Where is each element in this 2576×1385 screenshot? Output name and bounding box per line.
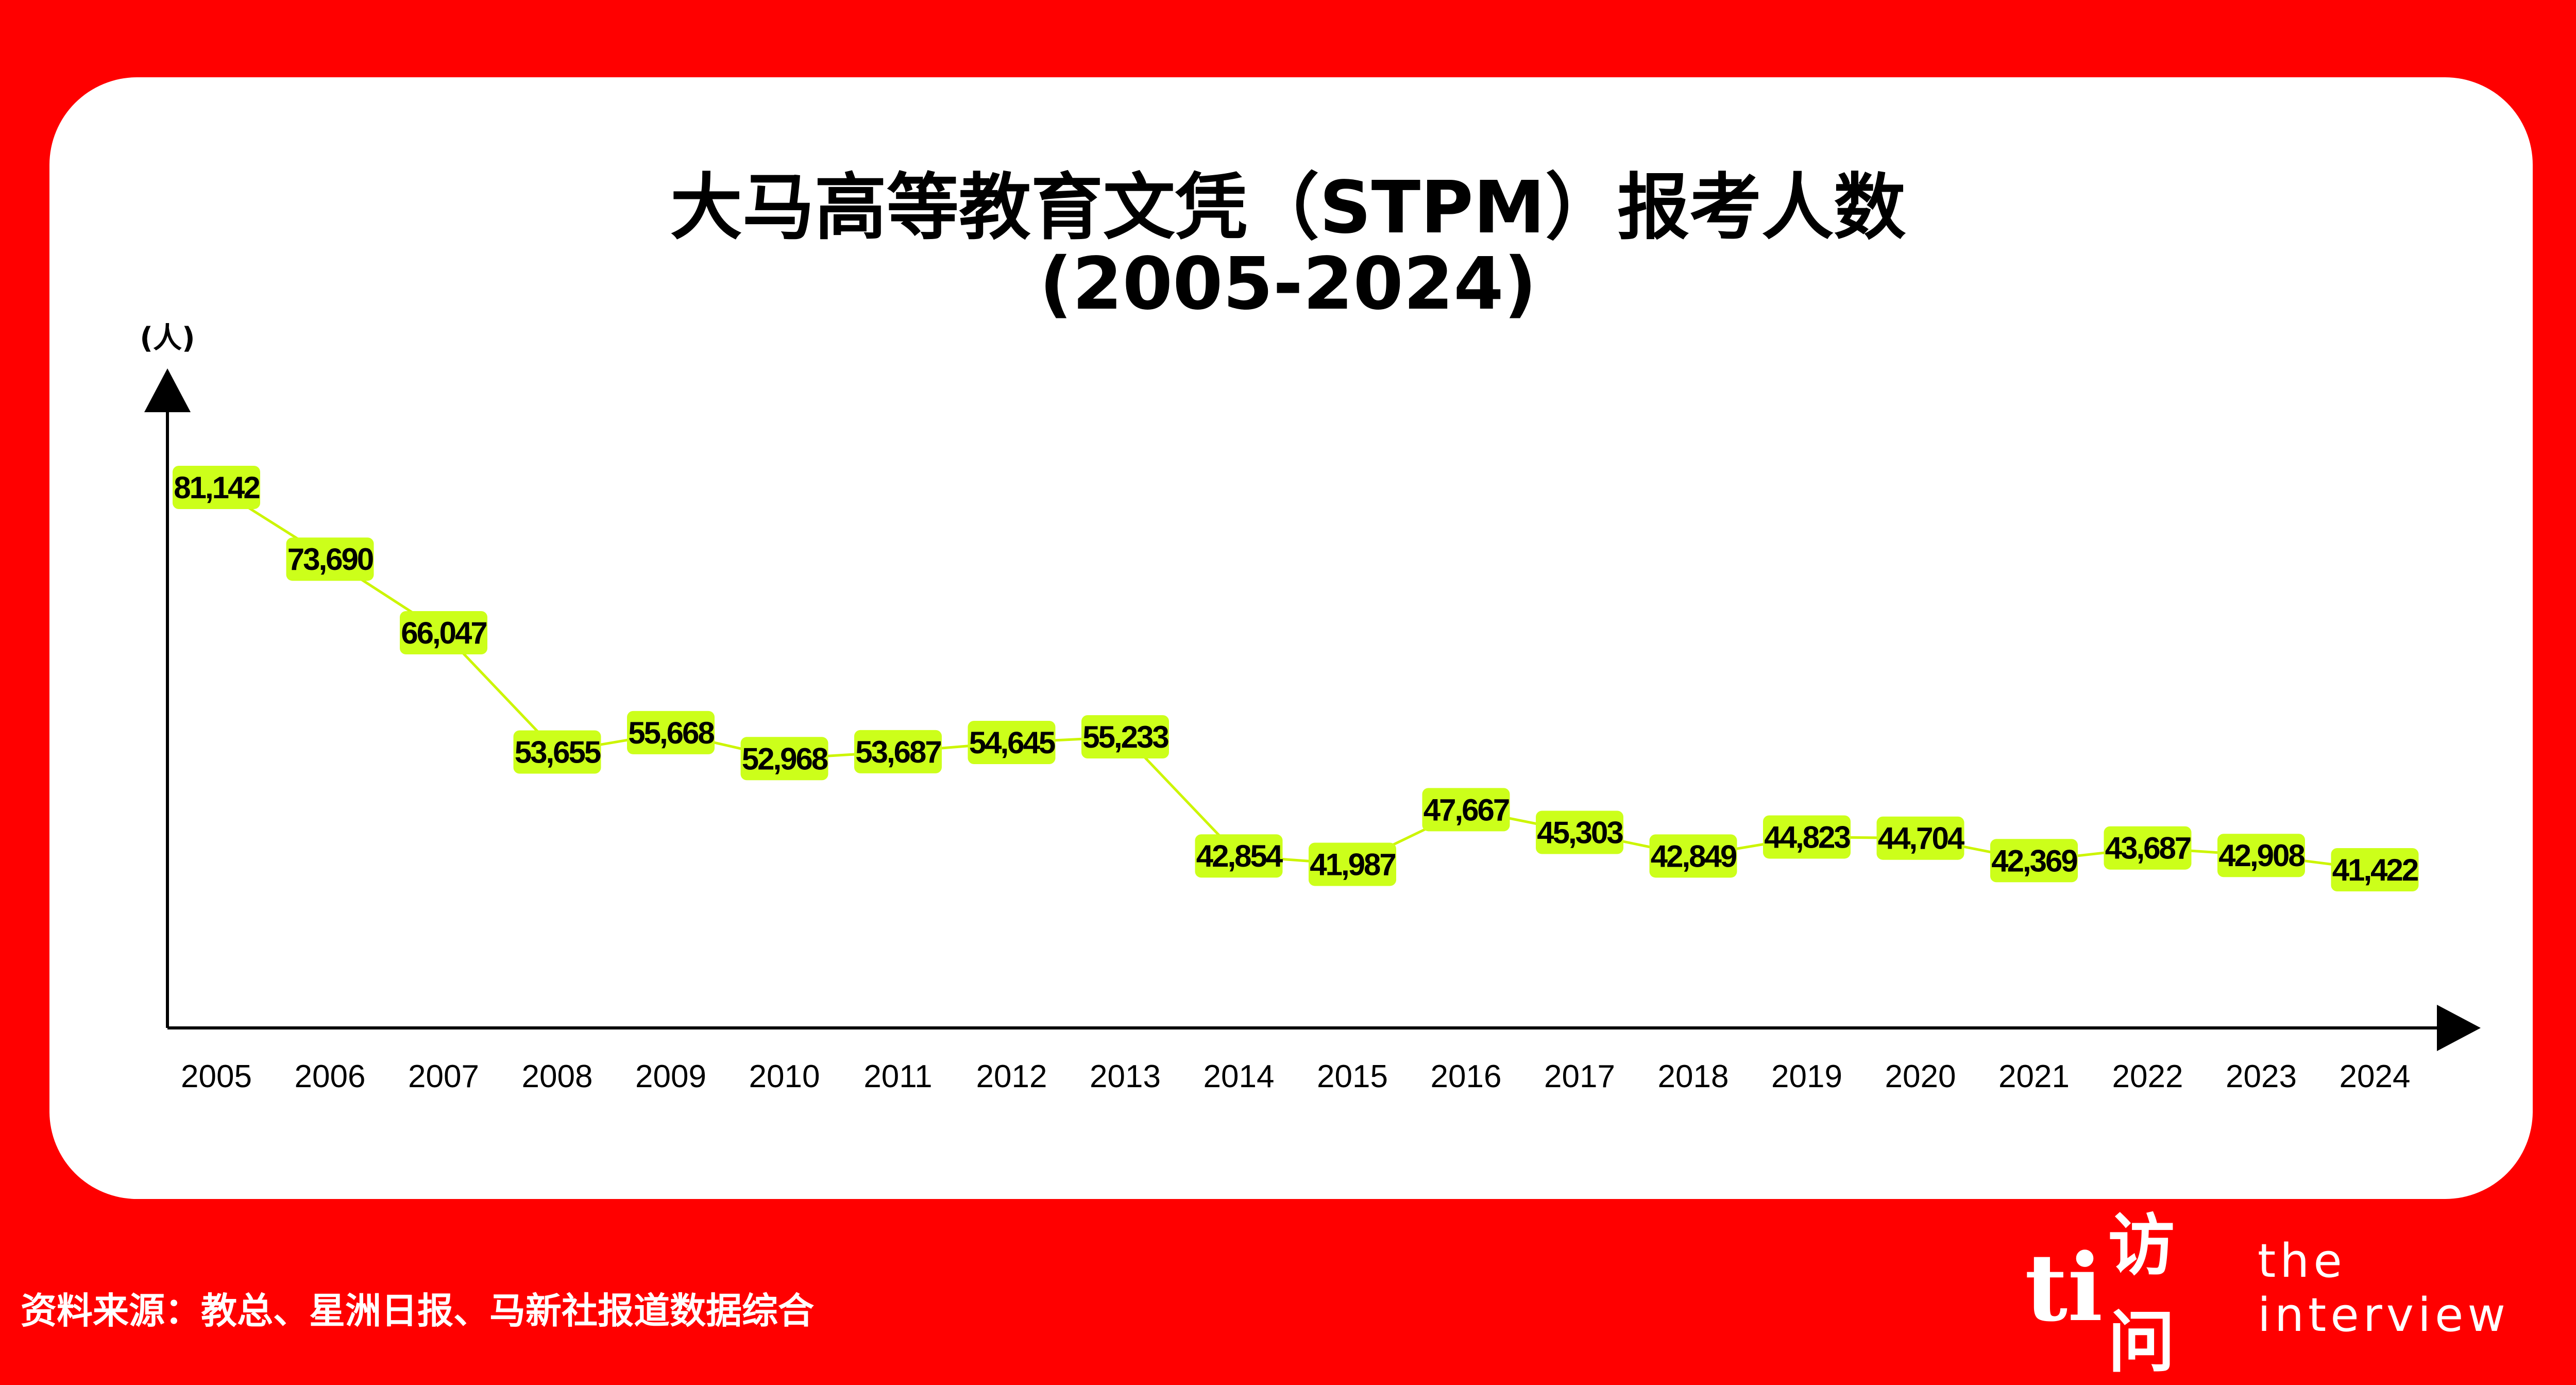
x-tick-label: 2007 [408,1059,479,1094]
brand-logo: ti 访问 the interview [2025,1206,2576,1381]
data-point: 45,303 [1536,810,1624,854]
data-label: 55,668 [628,716,714,750]
data-label: 44,823 [1764,820,1850,854]
data-label: 44,704 [1878,821,1965,856]
x-axis-arrow [2437,1005,2481,1051]
data-point: 42,369 [1990,839,2079,883]
data-label: 45,303 [1537,816,1623,850]
data-label: 53,687 [855,735,941,769]
x-tick-label: 2010 [749,1059,820,1094]
data-label-box [1876,816,1964,860]
data-label-box [2331,848,2419,891]
chart-title: 大马高等教育文凭（STPM）报考人数 [670,166,1906,250]
data-point: 52,968 [740,737,829,781]
x-tick-label: 2024 [2340,1059,2411,1094]
x-tick-label: 2016 [1431,1059,1502,1094]
data-point: 53,655 [513,730,602,774]
data-label: 42,849 [1651,839,1737,873]
data-label-box [1422,788,1510,832]
y-axis-arrow [144,368,191,412]
x-tick-label: 2008 [522,1059,593,1094]
data-point: 42,854 [1195,834,1285,878]
data-label: 42,854 [1196,839,1283,873]
data-point: 55,668 [627,711,716,754]
x-tick-label: 2012 [976,1059,1047,1094]
data-label-box [2217,834,2305,877]
data-label-box [400,611,487,654]
data-label-box [1536,810,1623,854]
x-tick-label: 2009 [635,1059,706,1094]
data-label-box [968,720,1056,764]
x-tick-label: 2013 [1090,1059,1161,1094]
data-label-box [1649,834,1737,878]
data-label: 55,233 [1082,720,1168,754]
x-tick-label: 2014 [1204,1059,1275,1094]
line-chart: (人) 81,142 73,690 66,047 53,655 55,668 52,968… [140,322,2481,1094]
data-point: 44,823 [1763,815,1852,859]
data-label-box [854,730,942,773]
data-label: 41,987 [1310,847,1395,882]
x-tick-label: 2006 [295,1059,366,1094]
data-label-box [627,711,715,754]
data-point: 47,667 [1422,788,1511,832]
chart-data-labels: 81,142 73,690 66,047 53,655 55,668 52,968 53,6… [173,466,2419,891]
data-label-box [2104,826,2192,870]
data-label-box [1763,815,1851,859]
x-tick-label: 2022 [2112,1059,2183,1094]
x-tick-label: 2015 [1317,1059,1388,1094]
data-label: 43,687 [2105,831,2191,866]
data-point: 44,704 [1876,816,1967,860]
data-point: 73,690 [286,537,375,581]
chart-axes: (人) [140,322,2481,1051]
data-label-box [1195,834,1283,878]
x-tick-label: 2018 [1658,1059,1729,1094]
data-point: 66,047 [400,611,488,654]
data-label-box [286,537,374,581]
x-tick-label: 2011 [863,1059,932,1094]
y-axis-label: (人) [140,322,195,355]
data-label: 52,968 [742,741,828,776]
chart-subtitle: (2005-2024) [1039,242,1537,326]
data-label: 54,645 [969,725,1055,760]
data-point: 41,987 [1309,842,1397,886]
data-point: 42,908 [2217,834,2306,877]
x-tick-label: 2005 [181,1059,252,1094]
data-label: 47,667 [1423,792,1509,827]
data-point: 53,687 [854,730,942,773]
data-label: 42,369 [1991,843,2077,878]
source-note: 资料来源：教总、星洲日报、马新社报道数据综合 [21,1290,814,1332]
data-label-box [1990,839,2078,883]
data-label: 73,690 [287,542,373,577]
x-tick-label: 2017 [1544,1059,1615,1094]
series-line [215,486,2375,871]
data-point: 54,645 [968,720,1057,764]
chart-series [215,486,2375,871]
data-label: 53,655 [515,735,601,769]
data-label-box [173,466,260,509]
data-point: 81,142 [173,466,261,509]
data-point: 41,422 [2331,848,2419,891]
x-tick-label: 2023 [2226,1059,2297,1094]
data-label-box [1081,715,1169,758]
brand-name-cn: 访问 [2108,1206,2175,1381]
data-point: 43,687 [2104,826,2192,870]
data-label: 66,047 [401,616,486,650]
data-point: 42,849 [1649,834,1738,878]
data-label: 41,422 [2332,853,2418,887]
chart-x-ticks: 2005 2006 2007 2008 2009 2010 2011 2012 2013 2014… [181,1059,2410,1094]
data-label: 81,142 [174,470,259,505]
data-label-box [1309,842,1396,886]
x-tick-label: 2021 [1998,1059,2070,1094]
x-tick-label: 2020 [1885,1059,1956,1094]
data-point: 55,233 [1081,715,1170,758]
brand-logo-mark: ti [2025,1234,2103,1342]
data-label-box [513,730,601,774]
brand-name-en: the interview [2257,1234,2510,1342]
data-label: 42,908 [2218,838,2304,873]
x-tick-label: 2019 [1771,1059,1842,1094]
data-label-box [740,737,828,781]
